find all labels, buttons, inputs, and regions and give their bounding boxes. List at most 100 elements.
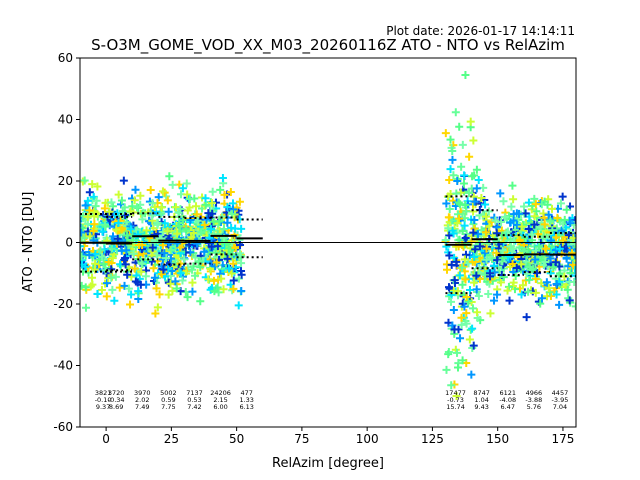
scatter-point [131, 185, 140, 194]
scatter-point [182, 225, 191, 234]
scatter-point [130, 196, 139, 205]
bin-std-label: 6.00 [213, 403, 227, 411]
x-tick-label: 175 [551, 432, 574, 446]
scatter-point [109, 232, 117, 241]
scatter-point [504, 282, 513, 291]
scatter-point [127, 272, 136, 281]
scatter-point [164, 290, 173, 299]
bin-mean-label: 2.02 [135, 396, 149, 404]
scatter-point [191, 253, 200, 262]
scatter-point [80, 281, 86, 290]
scatter-point [469, 341, 478, 350]
scatter-point [155, 290, 164, 299]
scatter-point [229, 276, 238, 285]
scatter-point [101, 220, 110, 229]
scatter-point [524, 225, 533, 234]
scatter-point [450, 325, 459, 334]
scatter-point [208, 199, 217, 208]
scatter-point [97, 285, 106, 294]
scatter-point [137, 267, 146, 276]
scatter-point [188, 278, 197, 287]
scatter-point [114, 190, 123, 199]
scatter-layer [80, 70, 576, 400]
scatter-point [473, 230, 482, 239]
scatter-point [512, 264, 521, 273]
scatter-point [157, 203, 166, 212]
scatter-point [482, 212, 491, 221]
chart-title: S-O3M_GOME_VOD_XX_M03_20260116Z ATO - NT… [91, 36, 565, 55]
scatter-point [556, 199, 565, 208]
scatter-point [80, 252, 86, 261]
scatter-point [226, 280, 235, 289]
scatter-point [500, 212, 509, 221]
scatter-point [520, 234, 529, 243]
bin-std-label: 7.49 [135, 403, 149, 411]
bin-count-label: 5002 [160, 389, 177, 397]
y-axis-label: ATO - NTO [DU] [21, 192, 36, 293]
scatter-point [551, 258, 560, 267]
scatter-point [491, 216, 500, 225]
scatter-point [229, 284, 238, 293]
scatter-point [113, 226, 122, 235]
scatter-point [499, 197, 508, 206]
scatter-point [469, 278, 478, 287]
scatter-point [100, 204, 109, 213]
scatter-point [102, 214, 111, 223]
scatter-point [161, 254, 170, 263]
x-tick-label: 125 [421, 432, 444, 446]
scatter-point [486, 309, 495, 318]
scatter-point [469, 228, 478, 237]
scatter-point [555, 244, 564, 253]
scatter-point [445, 176, 454, 185]
scatter-point [229, 205, 238, 214]
scatter-point [487, 217, 496, 226]
bin-mean-label: -4.08 [499, 396, 516, 404]
scatter-point [468, 172, 477, 181]
bin-mean-label: -0.10 [95, 396, 112, 404]
scatter-point [525, 275, 534, 284]
y-tick-label: 60 [58, 51, 73, 65]
scatter-point [81, 283, 90, 292]
scatter-point [472, 165, 481, 174]
scatter-point [219, 285, 228, 294]
bin-count-label: 3821 [95, 389, 112, 397]
scatter-point [484, 207, 493, 216]
scatter-point [466, 117, 475, 126]
scatter-point [546, 291, 555, 300]
scatter-point [200, 221, 209, 230]
scatter-point [166, 279, 175, 288]
scatter-point [171, 230, 180, 239]
scatter-point [472, 271, 481, 280]
scatter-point [158, 187, 167, 196]
scatter-point [452, 257, 461, 266]
scatter-point [124, 284, 133, 293]
scatter-point [85, 206, 94, 215]
scatter-point [204, 275, 213, 284]
scatter-point [224, 244, 233, 253]
scatter-point [119, 176, 128, 185]
scatter-point [492, 229, 501, 238]
scatter-point [454, 242, 463, 251]
scatter-point [130, 264, 139, 273]
scatter-point [126, 300, 135, 309]
scatter-point [454, 210, 463, 219]
scatter-point [208, 209, 217, 218]
scatter-point [150, 273, 159, 282]
scatter-point [160, 249, 169, 258]
scatter-point [520, 202, 529, 211]
scatter-point [150, 230, 159, 239]
x-tick-label: 75 [294, 432, 309, 446]
scatter-point [458, 280, 467, 289]
scatter-point [235, 249, 244, 258]
scatter-point [443, 265, 452, 274]
scatter-point [103, 279, 112, 288]
scatter-point [465, 335, 474, 344]
scatter-point [461, 70, 470, 79]
scatter-point [472, 184, 481, 193]
scatter-point [183, 190, 192, 199]
scatter-point [104, 257, 113, 266]
scatter-point [93, 182, 102, 191]
scatter-point [178, 276, 187, 285]
scatter-point [185, 194, 194, 203]
